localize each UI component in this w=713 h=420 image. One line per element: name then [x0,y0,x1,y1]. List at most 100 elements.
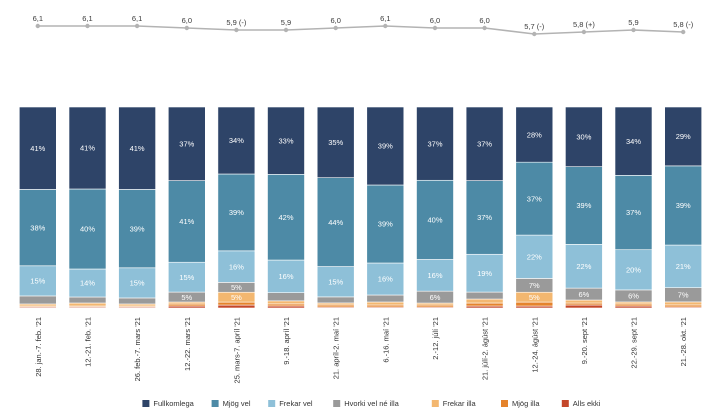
x-tick-label: 22.-29. sept '21 [630,317,639,368]
bar-segment [515,301,554,307]
legend-swatch [333,400,341,407]
bar-segment [68,106,107,190]
bar-segment [267,259,305,293]
x-tick-label: 12.-24. ágúst '21 [530,317,539,373]
bar-segment-label: 22% [576,262,591,271]
legend-item: Alls ekki [561,399,601,408]
average-point [482,25,487,31]
legend-swatch [561,400,569,407]
bar-stack: 7% 21% 39% 29% [664,106,703,309]
bar-segment [217,304,256,309]
bar-segment [118,106,156,190]
bar-segment [267,106,305,175]
legend-item: Frekar vel [268,399,313,408]
bar-stack: 16% 42% 33% [267,106,305,309]
bar-segment [68,302,107,307]
average-value-label: 5,9 (-) [226,18,247,27]
bar-segment [267,303,305,307]
bar-segment-label: 21% [676,262,691,271]
x-tick-label: 12.-21. feb. '21 [84,317,93,367]
x-tick-label: 9.-20. sept '21 [580,317,589,364]
bar-segment [68,296,107,304]
bar-segment [118,303,156,307]
bar-segment [168,261,206,293]
bar-segment [515,234,554,279]
bar-stack: 15% 44% 35% [316,106,355,309]
bar-segment-label: 6% [578,290,589,299]
bar-segment [18,106,57,190]
bar-segment [614,106,653,176]
legend-swatch [142,400,150,407]
bar-segment [416,106,454,181]
bar-segment [465,106,504,181]
bar-segment [217,173,256,252]
bar-segment-label: 40% [80,225,95,234]
bar-stack: 14% 40% 41% [68,106,107,309]
average-point [532,31,537,37]
bar-segment [614,305,653,309]
average-value-label: 6,1 [82,14,92,23]
bar-segment-label: 28% [527,130,542,139]
bar-segment-label: 39% [576,201,591,210]
bar-segment-label: 16% [278,272,293,281]
legend-label: Mjög vel [223,399,251,408]
bar-segment [465,253,504,293]
x-tick-label: 6.-16. maí '21 [381,317,390,363]
bar-stack: 5% 7% 22% 37% 28% [515,106,554,309]
average-value-label: 5,9 [628,18,638,27]
bar-segment-label: 15% [30,277,45,286]
x-tick-label: 21. apríl-2. maí '21 [332,317,341,379]
bar-segment-label: 5% [181,293,192,302]
bar-segment-label: 15% [130,279,145,288]
bar-segment-label: 39% [229,208,244,217]
bar-segment-label: 41% [30,144,45,153]
bar-segment [465,298,504,304]
bar-stack: 5% 15% 41% 37% [168,106,206,309]
bar-segment-label: 29% [676,132,691,141]
average-value-label: 5,7 (-) [524,22,545,31]
legend-swatch [501,400,508,407]
bar-segment [316,304,355,308]
bar-segment-label: 37% [179,140,194,149]
bar-segment-label: 5% [529,293,540,302]
bar-segment-label: 6% [430,293,441,302]
bar-segment [168,180,206,263]
bar-segment [664,244,703,288]
legend-swatch [431,400,439,407]
bar-segment [614,249,653,291]
bar-segment [316,106,355,178]
bar-segment [267,174,305,261]
bar-segment-label: 19% [477,269,492,278]
bar-segment-label: 44% [328,218,343,227]
bar-segment-label: 30% [576,133,591,142]
bar-segment-label: 34% [229,136,244,145]
bar-segment [515,106,554,163]
bar-stack: 6% 16% 40% 37% [416,106,454,309]
bar-segment-label: 37% [477,140,492,149]
bar-segment-label: 38% [30,223,45,232]
bar-segment-label: 7% [678,291,689,300]
legend-item: Frekar illa [431,399,477,408]
average-point [631,27,636,33]
bar-segment [316,177,355,267]
average-point [283,27,289,33]
bar-segment [614,301,653,305]
bar-segment [515,161,554,236]
bar-segment [217,301,256,306]
bar-segment [416,179,454,260]
average-value-label: 5,9 [281,18,291,27]
average-series-line [37,25,684,35]
average-point [234,27,239,33]
bar-segment [664,165,703,246]
average-value-label: 6,0 [479,16,489,25]
legend: Fullkomlega Mjög vel Frekar vel Hvorki vel … [142,399,601,408]
bar-stack: 16% 39% 39% [366,106,405,309]
bar-segment [18,265,57,297]
bar-stack: 15% 39% 41% [118,106,156,309]
bar-segment-label: 41% [130,144,145,153]
bar-segment [565,299,603,304]
average-value-label: 5,8 (+) [573,20,595,29]
bar-segment [366,184,405,264]
